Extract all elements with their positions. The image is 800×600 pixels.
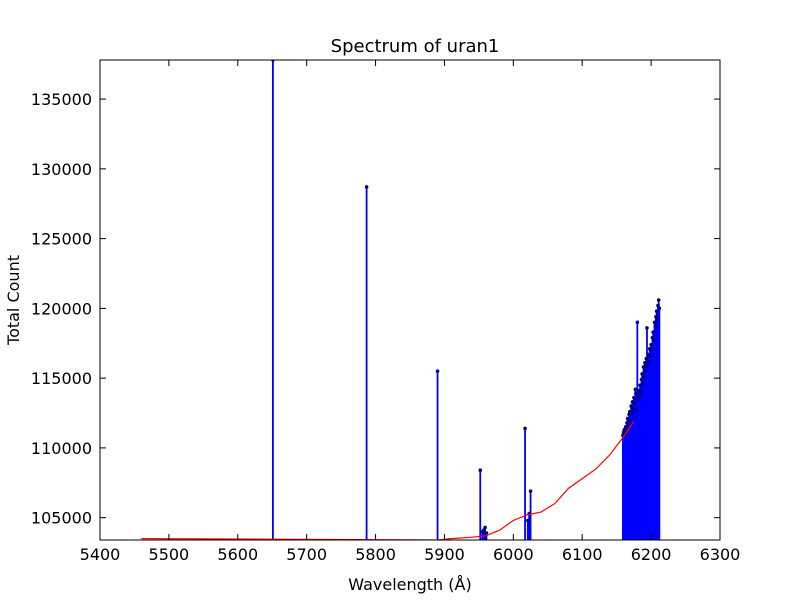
stem-marker bbox=[630, 411, 634, 415]
x-tick-label: 5500 bbox=[149, 545, 190, 564]
x-tick-label: 5700 bbox=[286, 545, 327, 564]
x-tick-label: 5400 bbox=[80, 545, 121, 564]
stem-marker bbox=[641, 365, 646, 369]
y-tick-label: 115000 bbox=[31, 369, 92, 388]
y-tick-label: 125000 bbox=[31, 230, 92, 249]
stem-marker bbox=[631, 407, 635, 411]
x-tick-label: 6100 bbox=[562, 545, 603, 564]
stem-marker bbox=[364, 185, 369, 189]
stem-marker bbox=[635, 320, 640, 325]
axes: 5400 5500 5600 5700 5800 5900 6000 6100 6200 6300… bbox=[31, 59, 741, 564]
x-tick-label: 6200 bbox=[631, 545, 672, 564]
stem-marker bbox=[654, 314, 658, 319]
stem-marker bbox=[640, 372, 644, 376]
stem-marker bbox=[650, 335, 655, 340]
stem-marker bbox=[653, 324, 658, 329]
plot-area bbox=[141, 60, 662, 540]
y-tick-label: 130000 bbox=[31, 160, 92, 179]
y-tick-label: 120000 bbox=[31, 299, 92, 318]
stem-marker bbox=[633, 387, 638, 392]
plot-frame bbox=[99, 59, 721, 541]
y-tick-label: 110000 bbox=[31, 439, 92, 458]
stem-marker bbox=[652, 320, 657, 325]
stem-marker bbox=[483, 525, 487, 530]
stem-marker bbox=[435, 369, 440, 373]
stem-marker bbox=[648, 354, 653, 358]
stem-marker bbox=[638, 383, 642, 387]
stem-marker bbox=[523, 426, 527, 431]
stem-marker bbox=[528, 489, 533, 493]
stem-marker bbox=[481, 528, 486, 533]
stem-marker bbox=[636, 397, 640, 401]
stem-marker bbox=[626, 422, 631, 426]
stem-marker bbox=[526, 518, 530, 523]
stem-marker bbox=[645, 363, 650, 368]
y-tick-label: 105000 bbox=[31, 509, 92, 528]
stem-marker bbox=[638, 390, 643, 394]
stem-marker bbox=[654, 309, 659, 313]
stem-marker bbox=[634, 408, 639, 413]
stem-marker bbox=[652, 338, 656, 343]
stem-marker bbox=[651, 330, 655, 334]
stem-marker bbox=[639, 377, 644, 382]
stem-marker bbox=[656, 298, 661, 302]
x-axis-label: Wavelength (Å) bbox=[348, 575, 471, 594]
stem-marker bbox=[643, 360, 647, 365]
stem-marker bbox=[657, 306, 662, 311]
stem-marker bbox=[644, 356, 649, 361]
stem-marker bbox=[623, 425, 628, 429]
stem-marker bbox=[647, 359, 651, 364]
stem-marker bbox=[650, 348, 654, 353]
x-tick-label: 5900 bbox=[424, 545, 465, 564]
x-tick-label: 6000 bbox=[493, 545, 534, 564]
stem-marker bbox=[632, 395, 636, 400]
x-tick-label: 6300 bbox=[700, 545, 741, 564]
x-tick-label: 5600 bbox=[217, 545, 258, 564]
plot-series-group bbox=[141, 60, 662, 540]
stem-marker bbox=[628, 418, 633, 422]
red-curve-series-line bbox=[141, 421, 635, 540]
stem-marker bbox=[627, 412, 631, 417]
stem-marker bbox=[655, 317, 660, 322]
stem-marker bbox=[634, 391, 638, 396]
y-axis-label: Total Count bbox=[4, 255, 23, 346]
stem-marker bbox=[632, 401, 637, 406]
x-tick-label: 5800 bbox=[355, 545, 396, 564]
stem-marker bbox=[484, 531, 489, 535]
stem-marker bbox=[625, 416, 630, 421]
stem-marker bbox=[643, 369, 648, 373]
stem-marker bbox=[656, 303, 660, 308]
stem-marker bbox=[645, 326, 649, 330]
stem-marker bbox=[478, 468, 483, 473]
stem-marker bbox=[641, 381, 645, 386]
stem-marker bbox=[629, 404, 633, 408]
stem-marker bbox=[642, 374, 647, 379]
stem-marker bbox=[649, 342, 653, 347]
chart-title: Spectrum of uran1 bbox=[331, 36, 500, 57]
stem-marker bbox=[637, 394, 642, 399]
y-tick-label: 135000 bbox=[31, 90, 92, 109]
